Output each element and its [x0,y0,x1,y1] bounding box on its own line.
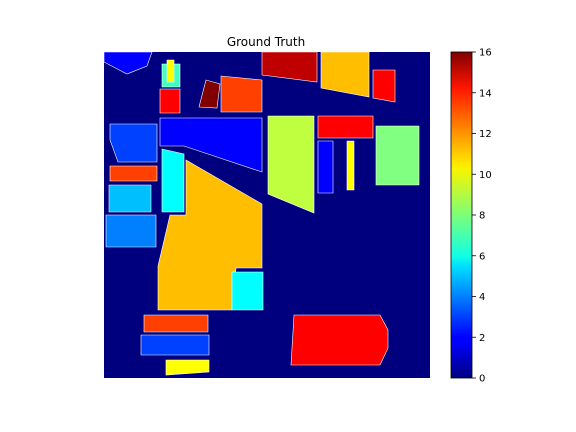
region-teal-patch [161,148,185,213]
region-dark-red-diagonal-patch [198,79,221,109]
chart-title: Ground Truth [227,35,305,49]
region-blue-strips-right [317,140,334,194]
colorbar-tick-label-10: 10 [479,170,492,181]
colorbar-tick-label-14: 14 [479,88,492,99]
region-orange-patch-top [220,75,263,113]
colorbar-gradient [450,51,473,379]
colorbar-tick-label-8: 8 [479,211,485,222]
region-light-blue-patch-left [105,214,157,248]
region-yellow-strip-right [346,140,355,191]
region-cyan-patch-left [108,184,152,213]
region-blue-band-middle [159,117,263,173]
region-small-yellow-patch [166,59,175,83]
colorbar-tick-label-6: 6 [479,251,485,262]
region-small-red-patch [159,88,181,114]
colorbar-tick-label-0: 0 [479,374,485,385]
region-cyan-patch-center [231,271,264,311]
region-green-field-right [375,125,420,186]
colorbar-ticks: 0 2 4 6 8 10 12 14 16 [472,48,492,385]
colorbar-tick-label-2: 2 [479,333,485,344]
region-yellow-field-center [157,159,263,311]
region-yellow-green-field [267,115,315,214]
region-yellow-patch-bottom [165,359,210,376]
class-regions [103,51,420,376]
region-red-patch-top [261,51,318,83]
ground-truth-map [103,51,430,378]
region-orange-patch-bottom [143,314,209,333]
colorbar-tick-label-16: 16 [479,48,492,59]
colorbar: 0 2 4 6 8 10 12 14 16 [450,48,492,385]
region-yellow-patch-top-right [320,51,370,98]
region-top-left-blue-patch [103,51,153,75]
region-red-patch-right [372,69,396,103]
region-blue-band-left [109,123,158,163]
colorbar-tick-label-12: 12 [479,129,492,140]
region-orange-strip-left [109,165,158,182]
region-red-bar-upper-right [317,115,374,139]
region-red-field-bottom-right [290,314,389,366]
region-blue-patch-bottom [140,334,210,356]
colorbar-tick-label-4: 4 [479,292,485,303]
